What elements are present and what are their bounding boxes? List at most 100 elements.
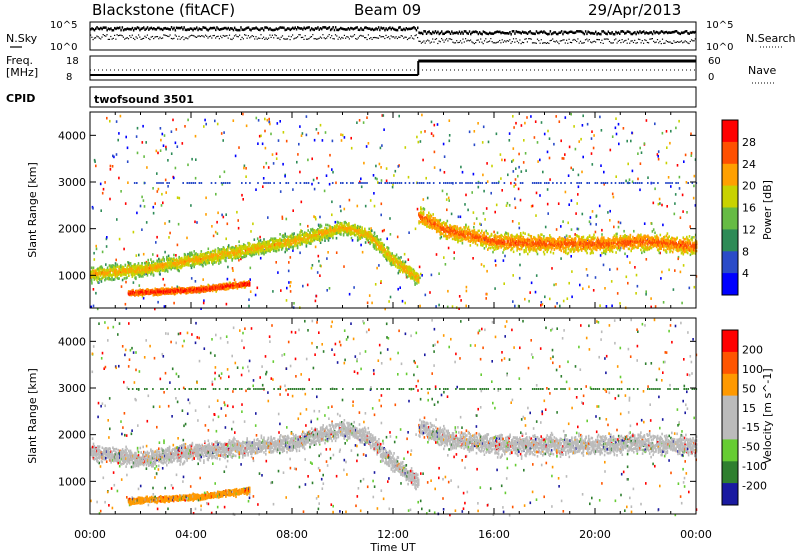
- streak-cell: [537, 182, 540, 184]
- band-cell: [197, 259, 200, 263]
- nsky-point: [632, 31, 635, 35]
- band-cell: [428, 215, 431, 219]
- scatter-cell: [486, 292, 488, 296]
- band-cell: [118, 267, 120, 271]
- nsearch-point: [365, 37, 367, 39]
- nsearch-point: [669, 41, 671, 43]
- nsky-point: [236, 28, 238, 32]
- scatter-cell: [267, 216, 269, 219]
- band-cell: [374, 237, 377, 240]
- nsky-point: [95, 27, 97, 30]
- band-cell: [443, 226, 445, 229]
- band-cell: [143, 267, 145, 271]
- band-cell: [414, 278, 416, 281]
- nsky-point: [162, 28, 164, 32]
- band-cell: [170, 262, 172, 265]
- scatter-cell: [540, 121, 543, 124]
- scatter-cell: [242, 198, 244, 201]
- nsearch-point: [414, 35, 416, 37]
- streak-cell: [362, 182, 364, 184]
- band-cell: [326, 229, 329, 232]
- band-cell: [242, 255, 245, 258]
- nsky-point: [374, 28, 376, 31]
- nsearch-point: [391, 36, 393, 38]
- streak-cell: [638, 182, 641, 184]
- scatter-cell: [181, 142, 184, 145]
- band-cell: [284, 232, 286, 236]
- nsearch-point: [203, 36, 205, 38]
- scatter-cell: [581, 124, 584, 127]
- band-cell: [150, 258, 152, 261]
- band-cell: [99, 270, 102, 274]
- band-cell: [412, 276, 415, 279]
- scatter-cell: [539, 158, 541, 162]
- streak-cell: [455, 182, 457, 184]
- band-cell: [203, 257, 205, 261]
- scatter-cell: [306, 283, 309, 287]
- nsearch-point: [438, 40, 440, 42]
- band-cell: [224, 248, 226, 252]
- nsky-point: [579, 30, 582, 33]
- nsearch-point: [100, 38, 102, 40]
- nsky-point: [355, 26, 357, 30]
- band-cell: [230, 256, 233, 259]
- scatter-cell: [92, 207, 94, 210]
- band-cell: [385, 252, 387, 255]
- scatter-cell: [176, 285, 179, 289]
- band-cell: [142, 270, 144, 274]
- scatter-cell: [316, 176, 318, 180]
- band-cell: [260, 252, 263, 255]
- band-cell: [379, 241, 381, 244]
- nsearch-point: [622, 41, 624, 43]
- band-cell: [153, 268, 156, 271]
- nsky-point: [380, 26, 382, 29]
- band-cell: [436, 227, 439, 230]
- band-cell: [214, 257, 217, 261]
- band-cell: [341, 226, 344, 230]
- streak-cell: [634, 182, 637, 184]
- scatter-cell: [343, 265, 345, 268]
- band-cell: [286, 243, 288, 246]
- band-cell: [361, 226, 363, 229]
- nsky-point: [90, 28, 92, 31]
- scatter-cell: [270, 132, 272, 136]
- band-cell: [207, 247, 210, 251]
- scatter-cell: [311, 182, 313, 186]
- band-cell: [95, 270, 97, 274]
- nsky-point: [400, 28, 403, 31]
- nsearch-point: [380, 36, 382, 38]
- scatter-cell: [152, 205, 155, 209]
- nsky-point: [489, 31, 491, 35]
- band-cell: [382, 246, 385, 250]
- band-cell: [359, 225, 362, 229]
- band-cell: [402, 269, 405, 272]
- scatter-cell: [168, 236, 170, 239]
- band-cell: [398, 266, 400, 269]
- streak-cell: [610, 182, 613, 184]
- nsearch-point: [97, 36, 99, 38]
- nsearch-point: [529, 38, 531, 40]
- band-cell: [172, 259, 174, 262]
- band-cell: [326, 236, 329, 239]
- band-cell: [356, 232, 359, 235]
- scatter-cell: [290, 281, 292, 284]
- nsearch-point: [525, 38, 527, 40]
- scatter-cell: [457, 215, 460, 219]
- nsky-point: [273, 28, 275, 32]
- streak-cell: [160, 182, 162, 184]
- scatter-cell: [670, 129, 672, 133]
- band-cell: [142, 267, 144, 271]
- scatter-cell: [135, 135, 138, 138]
- band-cell: [272, 238, 275, 242]
- scatter-cell: [589, 216, 592, 219]
- nsky-point: [494, 31, 496, 34]
- band-cell: [225, 256, 227, 260]
- nsky-point: [348, 28, 351, 31]
- band-cell: [448, 236, 450, 239]
- scatter-cell: [572, 168, 574, 171]
- band-cell: [229, 247, 232, 250]
- band-cell: [461, 228, 464, 231]
- nsky-point: [598, 32, 601, 36]
- band-cell: [136, 264, 139, 267]
- nsky-point: [169, 28, 171, 31]
